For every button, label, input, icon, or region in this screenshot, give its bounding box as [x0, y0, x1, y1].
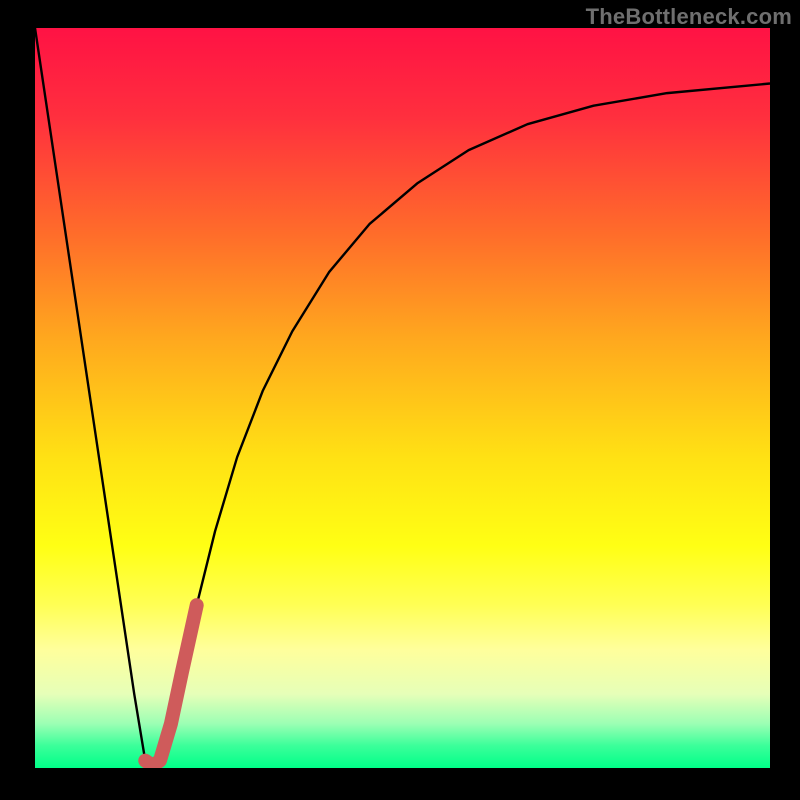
- chart-container: TheBottleneck.com: [0, 0, 800, 800]
- watermark-text: TheBottleneck.com: [586, 4, 792, 30]
- plot-svg: [35, 28, 770, 768]
- gradient-background: [35, 28, 770, 768]
